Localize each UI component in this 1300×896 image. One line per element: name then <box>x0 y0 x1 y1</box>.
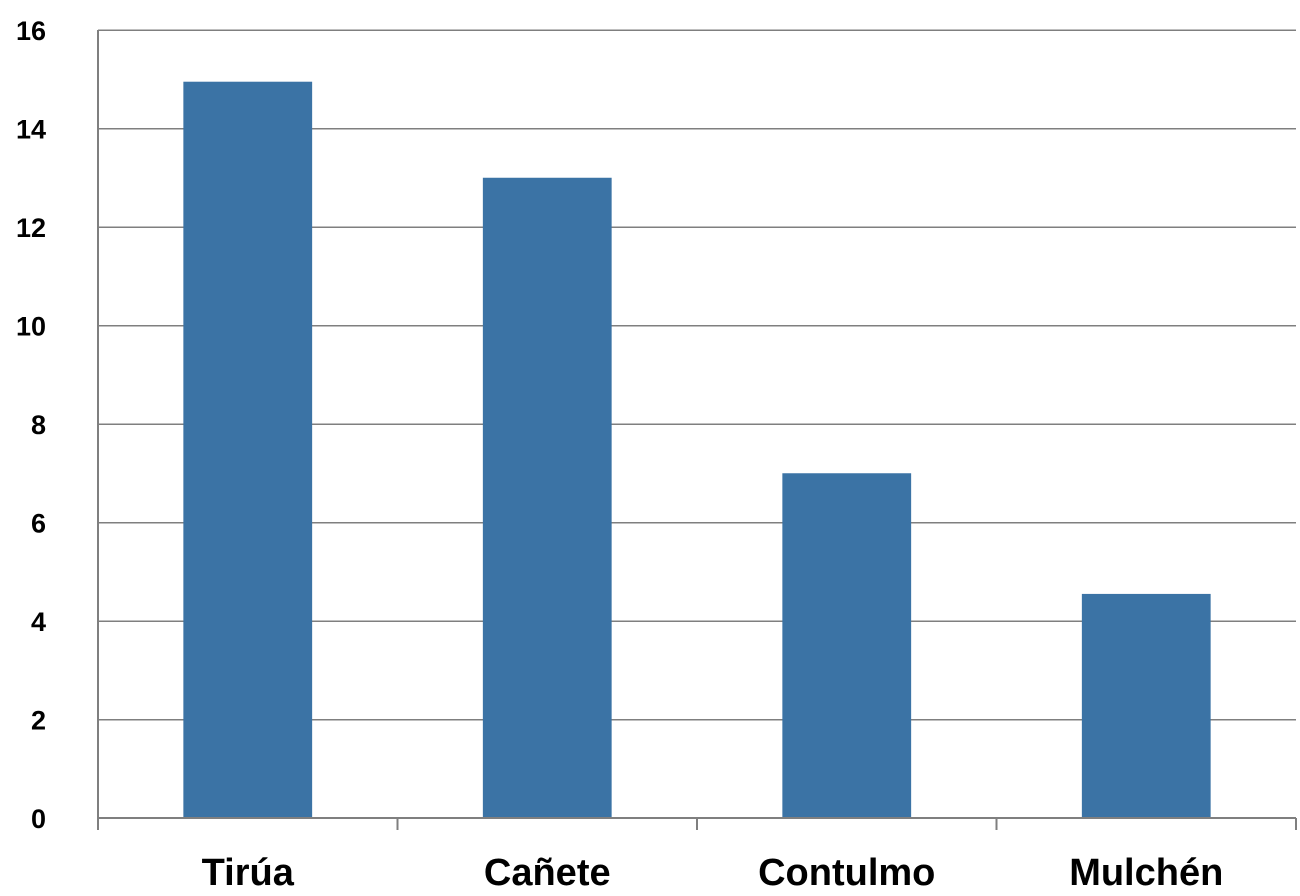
bar-0 <box>183 81 313 818</box>
x-tick-label: Mulchén <box>1069 852 1223 894</box>
y-tick-label: 0 <box>31 804 46 834</box>
bar-1 <box>482 177 612 818</box>
bar-2 <box>782 473 912 818</box>
y-tick-label: 8 <box>31 410 46 440</box>
x-tick-label: Cañete <box>484 852 611 894</box>
y-tick-label: 6 <box>31 509 46 539</box>
x-axis-tick-labels: Tirúa Cañete Contulmo Mulchén <box>202 852 1224 894</box>
y-tick-label: 12 <box>16 213 46 243</box>
y-tick-label: 10 <box>16 312 46 342</box>
x-tick-label: Tirúa <box>202 852 295 894</box>
y-tick-label: 14 <box>16 115 46 145</box>
y-axis-tick-labels: 0 2 4 6 8 10 12 14 16 <box>16 16 46 834</box>
bar-3 <box>1081 593 1211 818</box>
x-tick-label: Contulmo <box>758 852 935 894</box>
bars <box>183 81 1211 818</box>
y-tick-label: 4 <box>31 607 46 637</box>
x-axis-ticks <box>97 818 1297 830</box>
y-tick-label: 2 <box>31 706 46 736</box>
y-tick-label: 16 <box>16 16 46 46</box>
